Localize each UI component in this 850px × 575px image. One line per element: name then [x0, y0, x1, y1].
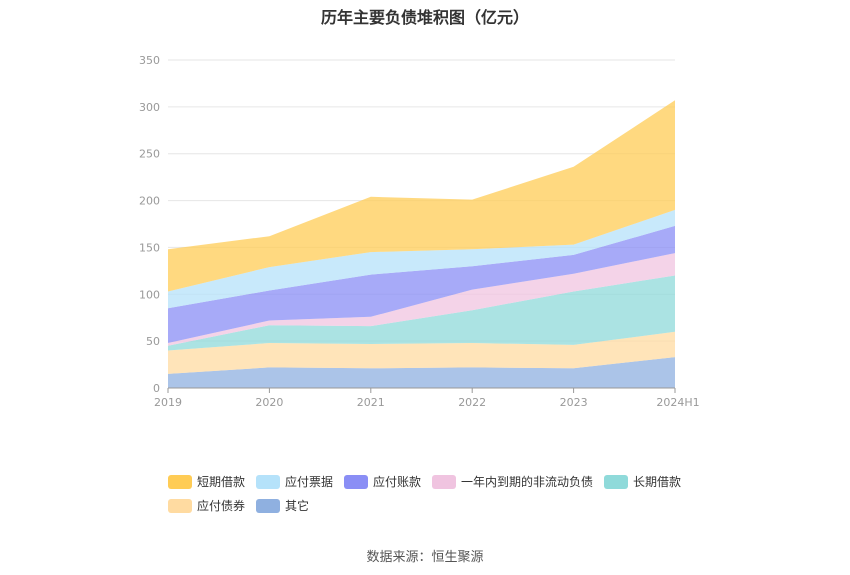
legend-label: 应付票据: [285, 475, 334, 489]
legend-swatch: [256, 498, 280, 513]
area-series-其它: [168, 357, 675, 388]
legend-item[interactable]: 应付票据: [256, 473, 333, 489]
legend-label: 短期借款: [197, 475, 246, 489]
area-series-长期借款: [168, 275, 675, 351]
x-tick-label: 2019: [154, 396, 182, 409]
y-tick-label: 200: [139, 195, 160, 208]
legend-swatch: [604, 474, 628, 489]
legend-label: 一年内到期的非流动负债: [461, 475, 594, 489]
legend-item[interactable]: 长期借款: [604, 473, 681, 489]
legend-label: 长期借款: [633, 475, 682, 489]
legend-item[interactable]: 一年内到期的非流动负债: [432, 473, 593, 489]
axes: 0 50 100 150 200 250 300 350 2019 2020 2021 2022 202…: [139, 54, 700, 409]
y-tick-label: 150: [139, 241, 160, 254]
chart-title: 历年主要负债堆积图（亿元）: [320, 8, 529, 27]
area-series-应付债券: [168, 331, 675, 374]
source-note: 数据来源：恒生聚源: [366, 550, 484, 565]
legend-label: 应付债券: [197, 499, 246, 513]
y-tick-label: 100: [139, 288, 160, 301]
y-tick-label: 0: [153, 382, 160, 395]
x-tick-label: 2020: [255, 396, 283, 409]
area-series-应付票据: [168, 209, 675, 309]
y-tick-label: 250: [139, 148, 160, 161]
legend-swatch: [168, 474, 192, 489]
x-tick-label: 2021: [357, 396, 385, 409]
legend-swatch: [432, 474, 456, 489]
x-tick-label: 2024H1: [656, 396, 699, 409]
y-tick-label: 50: [146, 335, 160, 348]
legend-item[interactable]: 短期借款: [168, 473, 245, 489]
area-series-一年内到期的非流动负债: [168, 253, 675, 346]
legend-item[interactable]: 应付债券: [168, 497, 245, 513]
legend-swatch: [344, 474, 368, 489]
area-series-短期借款: [168, 100, 675, 292]
x-tick-label: 2022: [458, 396, 486, 409]
legend-swatch: [168, 498, 192, 513]
legend-swatch: [256, 474, 280, 489]
area-series-应付账款: [168, 225, 675, 343]
legend-label: 应付账款: [373, 475, 422, 489]
x-tick-label: 2023: [560, 396, 588, 409]
legend-item[interactable]: 其它: [256, 497, 309, 513]
legend-item[interactable]: 应付账款: [344, 473, 421, 489]
series-areas: [168, 100, 675, 388]
y-tick-label: 350: [139, 54, 160, 67]
legend-label: 其它: [285, 499, 310, 513]
y-tick-label: 300: [139, 101, 160, 114]
